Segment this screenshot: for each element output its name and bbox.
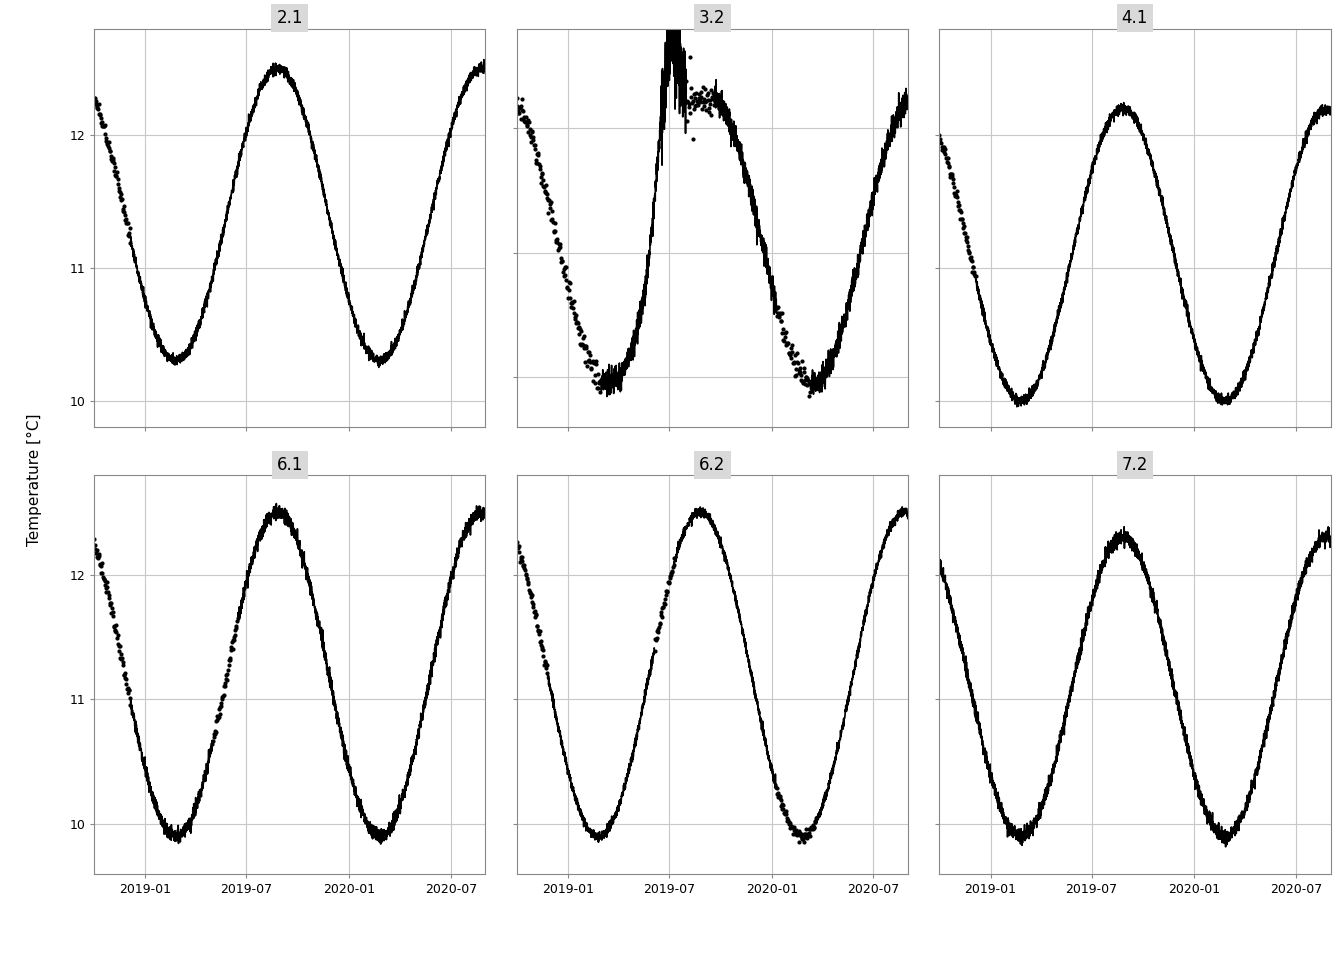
Title: 2.1: 2.1 bbox=[277, 10, 302, 27]
Text: Temperature [°C]: Temperature [°C] bbox=[27, 414, 42, 546]
Title: 7.2: 7.2 bbox=[1122, 456, 1148, 473]
Title: 6.2: 6.2 bbox=[699, 456, 726, 473]
Title: 3.2: 3.2 bbox=[699, 10, 726, 27]
Title: 6.1: 6.1 bbox=[277, 456, 302, 473]
Title: 4.1: 4.1 bbox=[1122, 10, 1148, 27]
